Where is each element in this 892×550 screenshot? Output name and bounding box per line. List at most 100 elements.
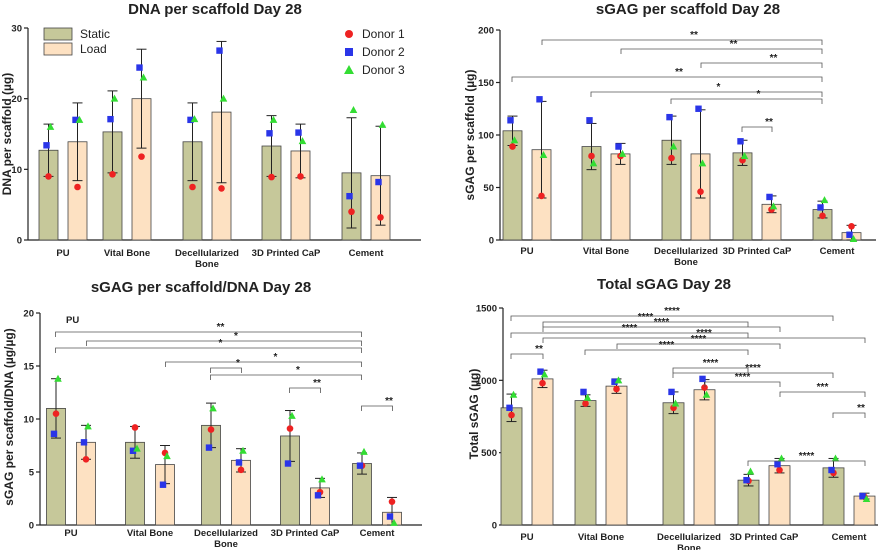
significance-bracket — [672, 367, 749, 373]
donor-2-point — [107, 115, 114, 123]
significance-label: * — [234, 331, 238, 342]
significance-label: ** — [690, 30, 698, 41]
significance-label: **** — [691, 334, 707, 345]
donor-2-point — [506, 404, 513, 412]
legend-label-load: Load — [80, 42, 107, 56]
significance-label: * — [219, 338, 223, 349]
category-label: PU — [56, 248, 69, 259]
y-tick-label: 5 — [29, 468, 35, 479]
significance-label: * — [757, 89, 761, 100]
significance-label: **** — [638, 312, 654, 323]
donor-3-point — [219, 94, 228, 102]
category-label: Cement — [820, 246, 856, 257]
category-label: 3D Printed CaP — [723, 246, 792, 257]
donor-2-point — [668, 388, 675, 396]
donor-3-point — [84, 422, 92, 430]
y-tick-label: 10 — [11, 165, 22, 176]
donor-3-point — [539, 150, 548, 158]
y-tick-label: 0 — [492, 521, 497, 532]
donor-2-point — [817, 204, 824, 211]
legend-donor-label: Donor 1 — [362, 27, 405, 41]
significance-bracket — [361, 405, 393, 411]
donor-2-point — [72, 116, 79, 124]
category-label: 3D Printed CaP — [271, 528, 340, 539]
donor-3-point — [269, 115, 278, 123]
donor-1-point — [109, 170, 116, 178]
chart-title: sGAG per scaffold/DNA Day 28 — [91, 279, 311, 296]
significance-bracket — [620, 48, 823, 54]
donor-2-point — [846, 231, 853, 238]
y-tick-label: 0 — [29, 521, 34, 532]
donor-3-point — [110, 94, 119, 102]
y-tick-label: 1000 — [476, 376, 497, 387]
donor-3-point — [746, 467, 755, 475]
donor-1-point — [52, 410, 60, 418]
donor-3-point — [820, 196, 829, 204]
donor-1-point — [377, 214, 384, 221]
category-label: Vital Bone — [578, 532, 624, 543]
bar-static — [737, 479, 760, 526]
donor-1-point — [131, 424, 139, 431]
donor-2-point — [580, 388, 587, 396]
donor-1-point — [348, 208, 355, 216]
donor-2-point — [828, 466, 835, 474]
donor-1-point — [388, 498, 396, 505]
donor-3-point — [75, 115, 84, 123]
bar-load — [693, 389, 716, 526]
donor-1-point — [668, 154, 675, 162]
donor-2-point — [666, 113, 673, 121]
significance-bracket — [616, 343, 781, 349]
significance-bracket — [510, 353, 544, 359]
legend-swatch-load — [43, 42, 73, 56]
y-axis-label: Total sGAG (µg) — [467, 369, 481, 460]
donor-2-point — [375, 178, 382, 186]
donor-3-point — [239, 446, 247, 454]
donor-1-point — [539, 379, 546, 387]
significance-bracket — [210, 374, 362, 380]
donor-1-point — [207, 426, 215, 433]
y-axis-label: DNA per scaffold (µg) — [0, 73, 14, 195]
category-label: Vital Bone — [127, 528, 173, 539]
donor-3-point — [540, 370, 549, 378]
donor-3-point — [831, 454, 840, 462]
y-axis-label: sGAG per scaffold/DNA (µg/µg) — [2, 328, 16, 505]
chart-panel-1: DNA per scaffold Day 28 DNA per scaffold … — [0, 1, 421, 270]
significance-bracket — [741, 126, 773, 132]
donor-3-point — [54, 374, 62, 382]
donor-3-point — [349, 105, 358, 113]
donor-2-point — [205, 444, 213, 451]
significance-bracket — [55, 347, 362, 353]
donor-2-point — [859, 492, 866, 500]
donor-3-point — [378, 120, 387, 128]
donor-3-point — [618, 149, 627, 157]
significance-label: ** — [675, 67, 683, 78]
donor-2-point — [699, 375, 706, 383]
y-tick-label: 30 — [11, 24, 22, 35]
donor-3-point — [510, 136, 519, 144]
chart-panel-4: Total sGAG Day 28 Total sGAG (µg) 0 500 1000… — [467, 276, 878, 550]
significance-bracket — [55, 331, 362, 337]
significance-label: **** — [799, 451, 815, 462]
significance-label: **** — [703, 358, 719, 369]
donor-3-point — [46, 122, 55, 130]
donor-1-point — [218, 185, 225, 192]
significance-label: * — [236, 358, 240, 369]
significance-label: **** — [659, 340, 675, 351]
category-label: Cement — [360, 528, 396, 539]
significance-bracket — [672, 372, 834, 378]
legend-donor-3-marker — [344, 65, 354, 74]
legend-donor-1-marker — [345, 30, 353, 38]
significance-label: *** — [817, 382, 829, 393]
donor-2-point — [615, 143, 622, 150]
significance-label: ** — [730, 39, 738, 50]
significance-bracket — [704, 381, 781, 387]
donor-2-point — [129, 447, 137, 454]
significance-label: ** — [770, 53, 778, 64]
y-tick-label: 15 — [23, 362, 34, 373]
donor-1-point — [74, 183, 81, 191]
donor-2-point — [235, 459, 243, 466]
legend-donor-label: Donor 2 — [362, 45, 405, 59]
donor-2-point — [386, 513, 394, 520]
